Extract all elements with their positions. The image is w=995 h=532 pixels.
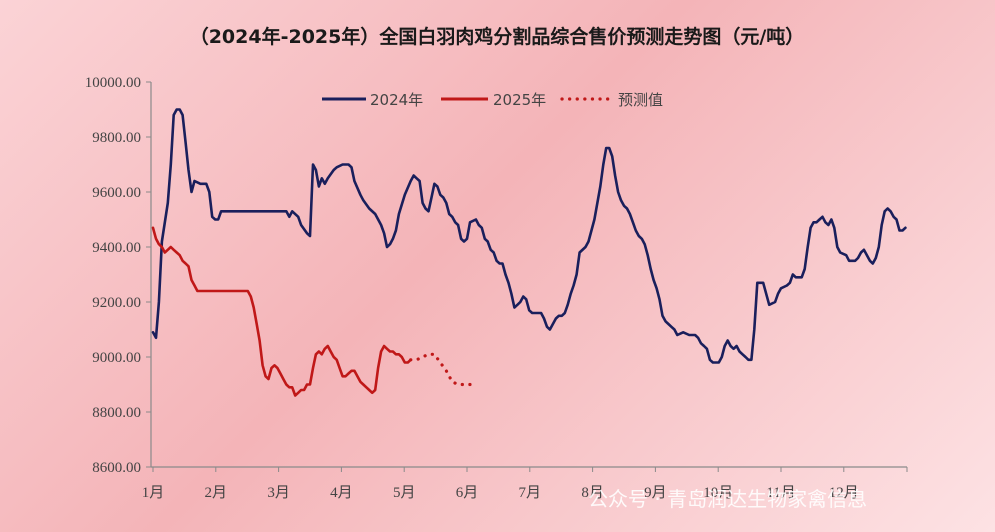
series-layer: [151, 108, 907, 397]
x-tick-label: 1月: [142, 485, 165, 501]
series-2025-line: [151, 226, 412, 397]
x-tick-label: 7月: [519, 485, 542, 501]
series-2024-line: [151, 108, 907, 364]
x-tick-label: 4月: [330, 485, 353, 501]
x-tick-label: 12月: [829, 485, 859, 501]
x-tick-label: 3月: [267, 485, 290, 501]
chart-title: （2024年-2025年）全国白羽肉鸡分割品综合售价预测走势图（元/吨）: [190, 25, 805, 48]
y-ticks: 8600.00 8800.00 9000.00 9200.00 9400.00 9600.…: [85, 75, 151, 476]
x-tick-label: 8月: [581, 485, 604, 501]
legend-label-2024: 2024年: [370, 91, 423, 109]
y-tick-label: 10000.00: [85, 75, 141, 91]
y-tick-label: 9800.00: [92, 130, 141, 146]
x-tick-label: 6月: [456, 485, 479, 501]
x-tick-label: 11月: [766, 485, 795, 501]
x-tick-label: 5月: [393, 485, 416, 501]
y-tick-label: 8600.00: [92, 460, 141, 476]
y-tick-label: 9400.00: [92, 240, 141, 256]
y-tick-label: 8800.00: [92, 405, 141, 421]
x-tick-label: 10月: [703, 485, 733, 501]
watermark-text: 公众号 · 青岛润达生物家禽信息: [588, 487, 867, 511]
legend-label-forecast: 预测值: [618, 91, 663, 109]
legend-label-2025: 2025年: [493, 91, 546, 109]
series-forecast-line: [409, 352, 472, 387]
x-tick-label: 9月: [644, 485, 667, 501]
y-tick-label: 9600.00: [92, 185, 141, 201]
y-tick-label: 9200.00: [92, 295, 141, 311]
y-tick-label: 9000.00: [92, 350, 141, 366]
legend: 2024年 2025年 预测值: [322, 91, 663, 109]
x-ticks: 1月 2月 3月 4月 5月 6月 7月 8月 9月 10月 11月 12月: [142, 467, 908, 501]
x-tick-label: 2月: [205, 485, 228, 501]
